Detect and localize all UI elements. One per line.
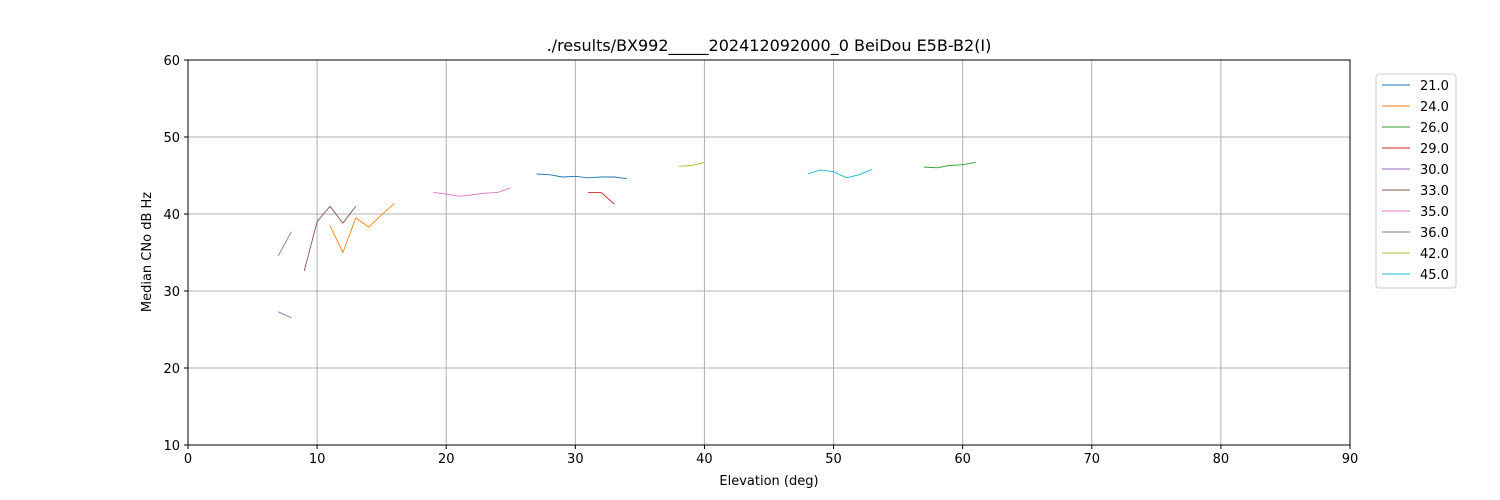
series-line-24.0 xyxy=(329,202,395,253)
series-line-33.0 xyxy=(303,205,357,272)
legend-label: 35.0 xyxy=(1420,205,1449,220)
legend-label: 24.0 xyxy=(1420,100,1449,115)
legend-label: 33.0 xyxy=(1420,184,1449,199)
y-tick-label: 20 xyxy=(163,362,180,377)
series-line-30.0 xyxy=(278,311,292,319)
x-tick-label: 60 xyxy=(954,452,971,467)
x-tick-label: 50 xyxy=(825,452,842,467)
y-axis-label: Median CNo dB Hz xyxy=(140,192,155,312)
y-tick-label: 30 xyxy=(163,285,180,300)
legend-label: 21.0 xyxy=(1420,79,1449,94)
legend-label: 45.0 xyxy=(1420,268,1449,283)
series-line-35.0 xyxy=(433,187,511,197)
x-tick-label: 90 xyxy=(1342,452,1359,467)
legend-label: 29.0 xyxy=(1420,142,1449,157)
x-axis: 0 10 20 30 40 50 60 70 80 90 xyxy=(184,445,1358,467)
x-tick-label: 10 xyxy=(309,452,326,467)
y-tick-label: 10 xyxy=(163,439,180,454)
x-axis-label: Elevation (deg) xyxy=(719,474,818,489)
series-line-42.0 xyxy=(678,161,705,167)
series-line-36.0 xyxy=(278,231,292,256)
y-tick-label: 40 xyxy=(163,208,180,223)
legend-label: 26.0 xyxy=(1420,121,1449,136)
x-tick-label: 0 xyxy=(184,452,192,467)
legend-label: 36.0 xyxy=(1420,226,1449,241)
x-tick-label: 70 xyxy=(1084,452,1101,467)
x-tick-label: 20 xyxy=(438,452,455,467)
x-tick-label: 30 xyxy=(567,452,584,467)
y-axis: 10 20 30 40 50 60 xyxy=(163,54,188,454)
series-line-29.0 xyxy=(588,191,615,205)
y-tick-label: 50 xyxy=(163,131,180,146)
x-tick-label: 80 xyxy=(1213,452,1230,467)
x-tick-label: 40 xyxy=(696,452,713,467)
legend-label: 42.0 xyxy=(1420,247,1449,262)
series-line-26.0 xyxy=(923,161,976,169)
plot-frame xyxy=(187,59,1351,446)
series-line-45.0 xyxy=(807,168,873,179)
y-tick-label: 60 xyxy=(163,54,180,69)
chart-title: ./results/BX992_____202412092000_0 BeiDo… xyxy=(547,36,992,56)
series-layer xyxy=(278,161,976,319)
plot-area xyxy=(188,60,1350,445)
series-line-21.0 xyxy=(536,173,628,180)
legend: 21.0 24.0 26.0 29.0 30.0 33.0 35.0 36.0 42.0 45.0 xyxy=(1375,73,1457,289)
legend-label: 30.0 xyxy=(1420,163,1449,178)
